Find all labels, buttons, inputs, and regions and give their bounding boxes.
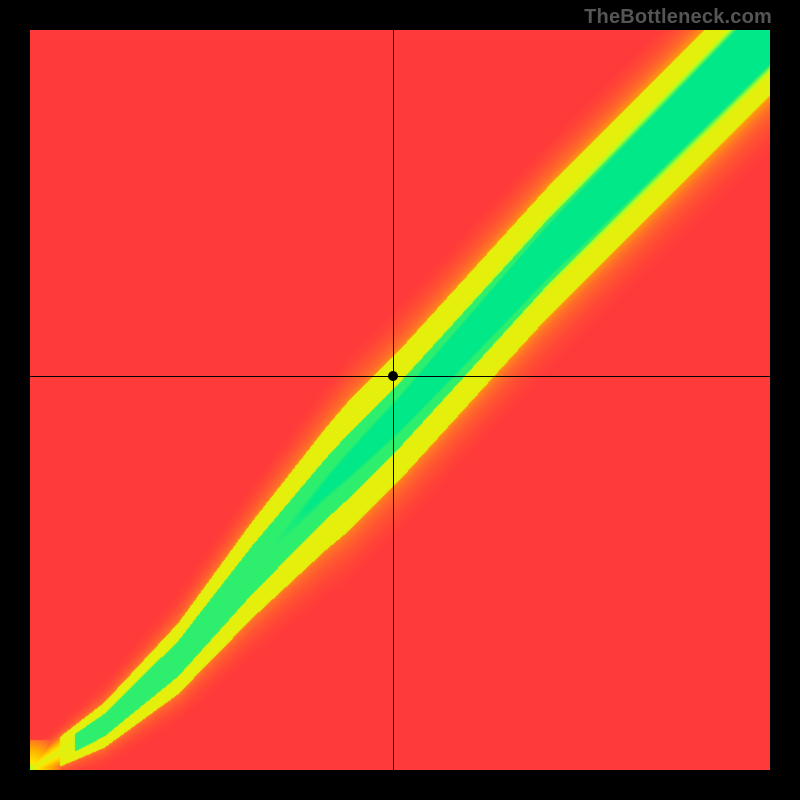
watermark-text: TheBottleneck.com [584,6,772,29]
heatmap-canvas [30,30,770,770]
crosshair-horizontal [30,376,770,377]
crosshair-vertical [393,30,394,770]
plot-area-frame [30,30,770,770]
data-point-marker [388,371,398,381]
